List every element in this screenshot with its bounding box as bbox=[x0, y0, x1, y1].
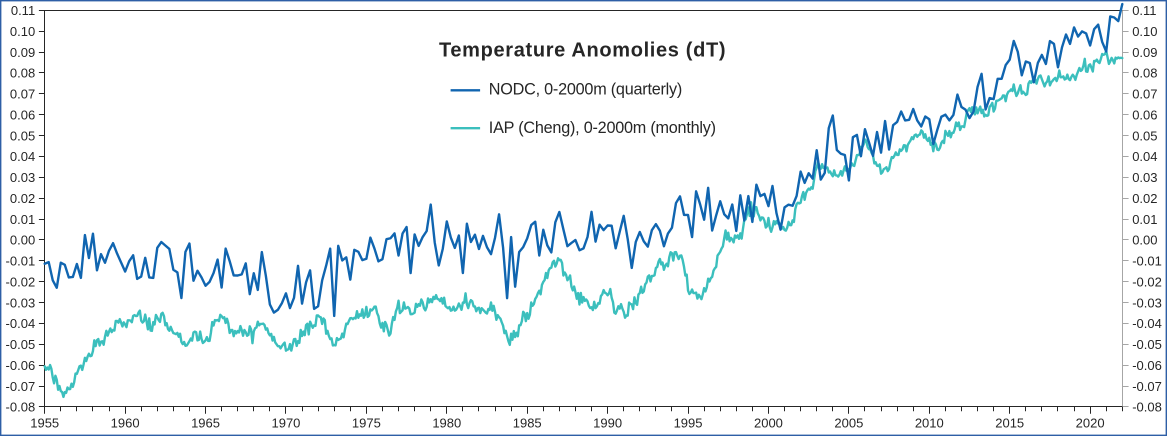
svg-text:0.03: 0.03 bbox=[10, 170, 35, 185]
svg-text:-0.02: -0.02 bbox=[1132, 274, 1162, 289]
svg-text:0.09: 0.09 bbox=[1132, 45, 1157, 60]
svg-text:0.08: 0.08 bbox=[1132, 66, 1157, 81]
svg-text:1970: 1970 bbox=[271, 416, 300, 431]
svg-text:0.07: 0.07 bbox=[10, 87, 35, 102]
svg-text:-0.06: -0.06 bbox=[1132, 358, 1162, 373]
svg-text:0.11: 0.11 bbox=[1132, 3, 1156, 18]
svg-text:0.00: 0.00 bbox=[1132, 233, 1157, 248]
svg-text:-0.08: -0.08 bbox=[1132, 400, 1162, 415]
svg-text:-0.05: -0.05 bbox=[1132, 337, 1162, 352]
svg-text:-0.06: -0.06 bbox=[6, 358, 36, 373]
svg-text:2000: 2000 bbox=[754, 416, 783, 431]
svg-text:0.06: 0.06 bbox=[10, 107, 35, 122]
svg-text:0.01: 0.01 bbox=[1132, 212, 1157, 227]
svg-text:-0.07: -0.07 bbox=[6, 379, 36, 394]
svg-text:IAP (Cheng), 0-2000m (monthly): IAP (Cheng), 0-2000m (monthly) bbox=[489, 119, 716, 137]
svg-text:0.04: 0.04 bbox=[1132, 149, 1157, 164]
svg-text:0.08: 0.08 bbox=[10, 66, 35, 81]
svg-text:-0.01: -0.01 bbox=[6, 254, 36, 269]
svg-text:0.03: 0.03 bbox=[1132, 170, 1157, 185]
svg-text:0.06: 0.06 bbox=[1132, 107, 1157, 122]
svg-text:1975: 1975 bbox=[352, 416, 381, 431]
svg-text:1960: 1960 bbox=[111, 416, 140, 431]
svg-text:-0.04: -0.04 bbox=[6, 316, 36, 331]
svg-text:0.02: 0.02 bbox=[10, 191, 35, 206]
svg-text:2005: 2005 bbox=[834, 416, 863, 431]
svg-text:-0.02: -0.02 bbox=[6, 274, 36, 289]
svg-text:NODC, 0-2000m (quarterly): NODC, 0-2000m (quarterly) bbox=[489, 81, 682, 99]
svg-text:0.07: 0.07 bbox=[1132, 87, 1157, 102]
svg-text:1995: 1995 bbox=[674, 416, 703, 431]
svg-text:1990: 1990 bbox=[593, 416, 622, 431]
svg-text:2020: 2020 bbox=[1076, 416, 1105, 431]
svg-text:-0.03: -0.03 bbox=[1132, 295, 1162, 310]
svg-text:Temperature Anomolies (dT): Temperature Anomolies (dT) bbox=[439, 40, 726, 62]
svg-text:1965: 1965 bbox=[191, 416, 220, 431]
svg-text:0.01: 0.01 bbox=[10, 212, 35, 227]
svg-text:0.10: 0.10 bbox=[1132, 24, 1157, 39]
svg-text:1985: 1985 bbox=[513, 416, 542, 431]
svg-text:0.10: 0.10 bbox=[10, 24, 35, 39]
svg-text:0.00: 0.00 bbox=[10, 233, 35, 248]
svg-text:0.02: 0.02 bbox=[1132, 191, 1157, 206]
svg-text:0.11: 0.11 bbox=[11, 3, 35, 18]
svg-text:1955: 1955 bbox=[30, 416, 59, 431]
svg-text:-0.04: -0.04 bbox=[1132, 316, 1162, 331]
svg-text:-0.08: -0.08 bbox=[6, 400, 36, 415]
svg-text:0.04: 0.04 bbox=[10, 149, 35, 164]
svg-text:-0.07: -0.07 bbox=[1132, 379, 1162, 394]
svg-text:-0.03: -0.03 bbox=[6, 295, 36, 310]
svg-text:0.09: 0.09 bbox=[10, 45, 35, 60]
svg-text:1980: 1980 bbox=[432, 416, 461, 431]
svg-text:2015: 2015 bbox=[995, 416, 1024, 431]
svg-text:-0.01: -0.01 bbox=[1132, 254, 1162, 269]
svg-text:0.05: 0.05 bbox=[1132, 128, 1157, 143]
svg-text:2010: 2010 bbox=[915, 416, 944, 431]
svg-text:-0.05: -0.05 bbox=[6, 337, 36, 352]
svg-text:0.05: 0.05 bbox=[10, 128, 35, 143]
